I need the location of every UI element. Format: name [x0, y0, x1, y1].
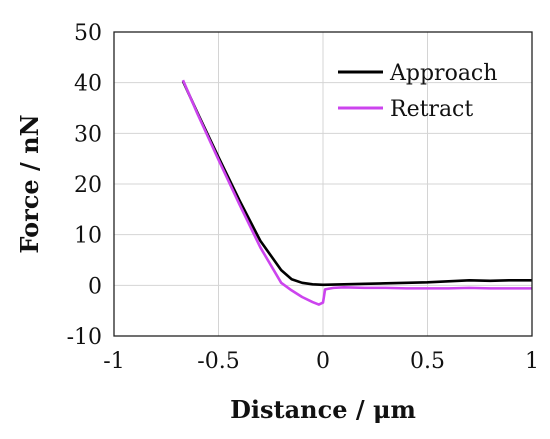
- x-tick-label: 1: [525, 349, 539, 374]
- x-tick-label: 0: [316, 349, 330, 374]
- series-line-approach: [181, 80, 532, 287]
- plot-frame: [113, 31, 533, 337]
- y-tick-label: -10: [67, 325, 102, 350]
- y-tick-label: 0: [88, 274, 102, 299]
- x-tick-label: -0.5: [197, 349, 239, 374]
- y-tick-label: 30: [74, 122, 102, 147]
- y-tick-label: 20: [74, 173, 102, 198]
- y-tick-label: 40: [74, 72, 102, 97]
- legend-label-approach: Approach: [389, 61, 497, 86]
- y-tick-label: 50: [74, 21, 102, 46]
- y-axis-title: Force / nN: [15, 114, 44, 253]
- legend-label-retract: Retract: [390, 97, 473, 122]
- y-tick-label: 10: [74, 224, 102, 249]
- data-series: [181, 79, 532, 306]
- legend: Approach Retract: [338, 61, 497, 122]
- series-line-retract: [181, 79, 532, 306]
- tick-labels: -1 -0.5 0 0.5 1 -10 0 10 20 30 40 50: [67, 21, 539, 374]
- x-tick-label: 0.5: [410, 349, 445, 374]
- x-axis-title: Distance / μm: [230, 395, 416, 424]
- x-tick-label: -1: [103, 349, 124, 374]
